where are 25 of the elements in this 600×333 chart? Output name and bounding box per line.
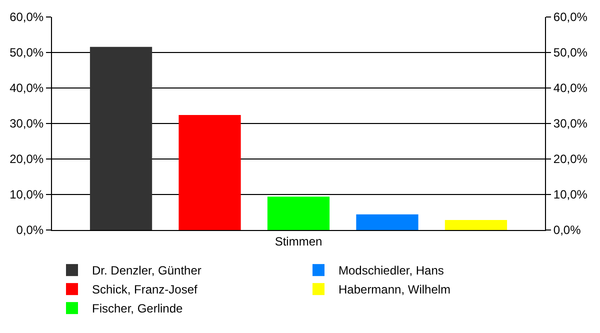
legend-label: Modschiedler, Hans: [338, 264, 444, 278]
text: 10,0%: [553, 188, 588, 202]
bar: [444, 220, 508, 230]
text: 50,0%: [553, 46, 588, 60]
legend-label: Fischer, Gerlinde: [92, 302, 184, 316]
legend-label: Schick, Franz-Josef: [92, 282, 198, 297]
bar: [90, 46, 152, 230]
y-tick-label: 50,0%: [10, 46, 44, 60]
y-tick-label: 20,0%: [10, 152, 44, 166]
text: 40,0%: [553, 81, 588, 96]
x-tick-label: Stimmen: [274, 234, 322, 248]
legend-label: Dr. Denzler, Günther: [92, 264, 202, 278]
y-tick-label: 40,0%: [10, 81, 44, 96]
bar: [178, 114, 241, 230]
y-tick-label: 0,0%: [16, 223, 44, 238]
bar: [267, 196, 330, 230]
text: 60,0%: [553, 10, 588, 24]
y-tick-label: 60,0%: [10, 10, 44, 24]
legend-label: Habermann, Wilhelm: [338, 282, 451, 297]
text: 20,0%: [553, 152, 588, 166]
text: 0,0%: [553, 223, 581, 238]
bar: [356, 214, 418, 230]
text: 30,0%: [553, 116, 588, 131]
y-tick-label: 30,0%: [10, 116, 44, 131]
y-tick-label: 10,0%: [10, 188, 44, 202]
